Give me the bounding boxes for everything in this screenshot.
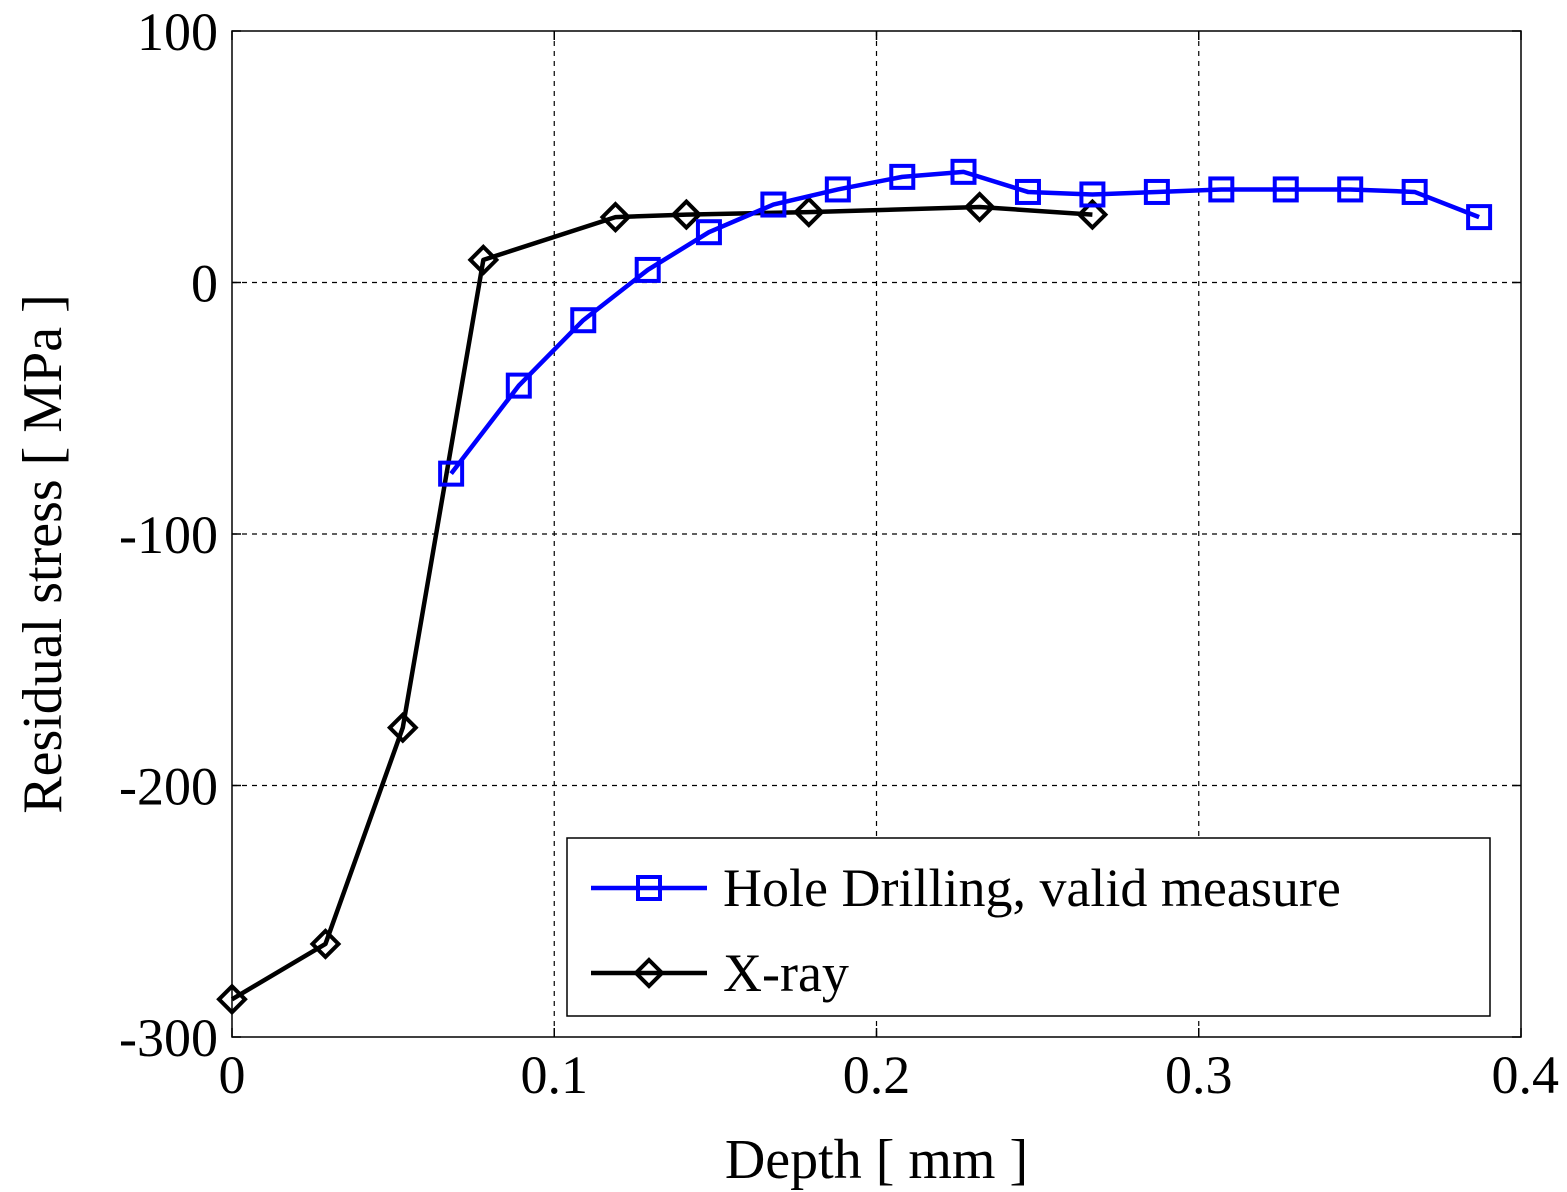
x-tick-label: 0.2 bbox=[843, 1045, 911, 1105]
y-tick-label: 0 bbox=[191, 254, 218, 314]
series-layer bbox=[216, 158, 1493, 1016]
legend-marker-square bbox=[636, 875, 662, 901]
x-tick-label: 0.4 bbox=[1492, 1045, 1560, 1105]
data-point-hole-drilling bbox=[570, 307, 597, 334]
data-point-x-ray bbox=[963, 191, 996, 223]
y-tick-label: -200 bbox=[119, 757, 218, 817]
data-point-x-ray bbox=[309, 928, 342, 960]
y-tick-label: 100 bbox=[137, 2, 218, 62]
data-point-hole-drilling bbox=[760, 191, 787, 218]
x-tick-label: 0.3 bbox=[1165, 1045, 1233, 1105]
data-point-hole-drilling bbox=[1272, 176, 1299, 203]
legend-entry-x-ray: X-ray bbox=[591, 943, 849, 1003]
data-point-x-ray bbox=[1076, 198, 1109, 231]
x-tick-label: 0 bbox=[219, 1045, 246, 1105]
data-point-hole-drilling bbox=[889, 163, 916, 190]
data-point-hole-drilling bbox=[1208, 176, 1235, 203]
legend-box bbox=[566, 837, 1491, 1017]
data-point-x-ray bbox=[599, 201, 632, 233]
data-point-x-ray bbox=[792, 196, 825, 228]
y-tick-label: -300 bbox=[119, 1008, 218, 1068]
y-tick-label: -100 bbox=[119, 505, 218, 565]
legend-label-hole-drilling: Hole Drilling, valid measure bbox=[723, 858, 1341, 918]
series-x-ray bbox=[216, 191, 1109, 1016]
data-point-hole-drilling bbox=[950, 158, 977, 185]
data-point-hole-drilling bbox=[1143, 178, 1170, 205]
legend: Hole Drilling, valid measure X-ray bbox=[566, 837, 1491, 1017]
data-point-hole-drilling bbox=[1079, 181, 1106, 208]
legend-marker-shape bbox=[633, 957, 665, 989]
data-point-hole-drilling bbox=[634, 256, 661, 283]
series-line-hole-drilling bbox=[449, 169, 1480, 476]
data-point-hole-drilling bbox=[505, 372, 532, 399]
legend-label-x-ray: X-ray bbox=[723, 943, 849, 1003]
x-axis-label: Depth [ mm ] bbox=[725, 1129, 1028, 1191]
legend-entry-hole-drilling: Hole Drilling, valid measure bbox=[591, 858, 1341, 918]
data-point-x-ray bbox=[467, 244, 500, 276]
legend-marker-diamond bbox=[633, 957, 665, 989]
data-point-hole-drilling bbox=[1014, 178, 1041, 205]
axis-ticks: 0 0.1 0.2 0.3 0.4 -300 -200 -100 0 100 bbox=[119, 2, 1559, 1105]
data-point-hole-drilling bbox=[1401, 178, 1428, 205]
data-point-hole-drilling bbox=[1337, 176, 1364, 203]
series-hole-drilling bbox=[438, 158, 1493, 487]
data-point-hole-drilling bbox=[824, 176, 851, 203]
data-point-hole-drilling bbox=[1466, 204, 1493, 231]
data-point-x-ray bbox=[670, 198, 703, 231]
data-point-x-ray bbox=[386, 711, 419, 744]
x-tick-label: 0.1 bbox=[521, 1045, 589, 1105]
data-point-hole-drilling bbox=[695, 219, 722, 246]
data-point-hole-drilling bbox=[438, 460, 465, 487]
series-line-x-ray bbox=[230, 204, 1093, 1002]
grid bbox=[232, 31, 1521, 1037]
y-axis-label: Residual stress [ MPa ] bbox=[12, 294, 74, 814]
legend-marker-shape bbox=[636, 875, 662, 901]
data-point-x-ray bbox=[216, 983, 248, 1016]
